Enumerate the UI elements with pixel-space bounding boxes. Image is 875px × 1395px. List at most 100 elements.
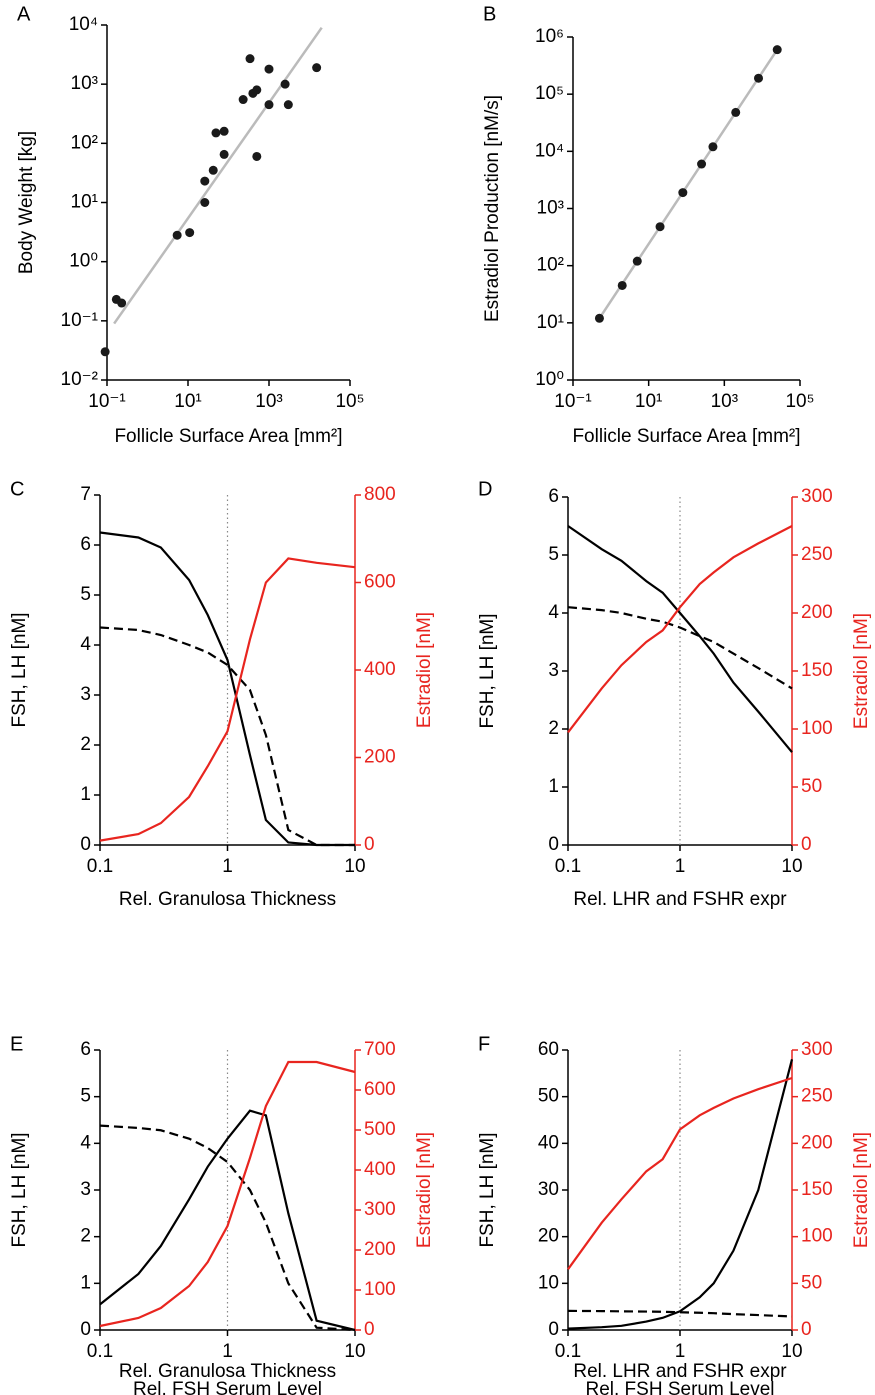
x-tick-label: 0.1 [87, 1341, 113, 1362]
y-tick-label: 10⁴ [535, 140, 564, 161]
data-point [772, 45, 782, 55]
data-point [238, 95, 248, 105]
y2-axis-label: Estradiol [nM] [414, 612, 435, 728]
data-point [200, 198, 210, 207]
y-axis-label: FSH, LH [nM] [9, 612, 30, 727]
y-tick-label: 6 [80, 534, 91, 555]
data-point [172, 230, 182, 240]
panel-letter: D [478, 478, 492, 500]
x-tick-label: 10¹ [174, 391, 201, 412]
y2-tick-label: 300 [801, 1039, 833, 1060]
data-point [678, 188, 688, 198]
data-point [632, 256, 642, 266]
y2-tick-label: 50 [801, 776, 822, 797]
y2-tick-label: 100 [801, 718, 833, 739]
x-tick-label: 10³ [255, 391, 282, 412]
series-line [567, 606, 793, 690]
y-tick-label: 6 [548, 486, 559, 507]
x-axis-label: Rel. LHR and FSHR expr [573, 1361, 787, 1382]
y2-tick-label: 0 [364, 834, 375, 855]
x-axis-label: Follicle Surface Area [mm²] [572, 426, 800, 447]
series-line [567, 525, 793, 734]
y-tick-label: 10¹ [71, 192, 98, 213]
y2-tick-label: 250 [801, 1086, 833, 1107]
x-tick-label: 10 [344, 1341, 365, 1362]
y-tick-label: 20 [538, 1226, 559, 1247]
y2-tick-label: 200 [364, 747, 396, 768]
panel-letter: B [483, 3, 496, 25]
y2-tick-label: 300 [801, 486, 833, 507]
y2-tick-label: 0 [364, 1319, 375, 1340]
y-tick-label: 2 [548, 718, 559, 739]
y-tick-label: 10⁻¹ [61, 310, 99, 331]
y-tick-label: 1 [80, 784, 91, 805]
y-tick-label: 3 [80, 1179, 91, 1200]
y2-tick-label: 600 [364, 572, 396, 593]
y2-tick-label: 200 [801, 602, 833, 623]
y2-axis-label: Estradiol [nM] [414, 1132, 435, 1248]
data-point [280, 79, 290, 89]
data-point [731, 107, 741, 117]
x-tick-label: 10¹ [635, 391, 662, 412]
y-tick-label: 7 [80, 484, 91, 505]
x-tick-label: 10 [344, 856, 365, 877]
y2-tick-label: 250 [801, 544, 833, 565]
x-tick-label: 10⁵ [785, 391, 814, 412]
panel-letter: C [10, 478, 24, 500]
y2-axis-label: Estradiol [nM] [851, 1132, 872, 1248]
data-point [264, 64, 274, 74]
y-axis-label: FSH, LH [nM] [477, 613, 498, 728]
data-point [200, 176, 210, 186]
data-point [708, 142, 718, 152]
x-tick-label: 0.1 [555, 1341, 581, 1362]
y-tick-label: 10⁵ [535, 83, 564, 104]
y-tick-label: 50 [538, 1086, 559, 1107]
series-line [567, 525, 793, 753]
y-tick-label: 6 [80, 1039, 91, 1060]
data-point [617, 280, 627, 290]
y-tick-label: 10² [71, 132, 98, 153]
series-line [99, 531, 355, 847]
data-point [252, 85, 262, 95]
y-tick-label: 10⁰ [69, 251, 98, 272]
y2-tick-label: 600 [364, 1079, 396, 1100]
y2-tick-label: 200 [364, 1239, 396, 1260]
series-line [99, 626, 355, 847]
data-point [211, 128, 221, 138]
y-tick-label: 10⁰ [535, 369, 564, 390]
y2-tick-label: 100 [801, 1226, 833, 1247]
y2-tick-label: 400 [364, 659, 396, 680]
x-axis-label: Rel. FSH Serum Level [133, 1379, 322, 1395]
series-line [567, 1059, 794, 1330]
y2-tick-label: 150 [801, 1179, 833, 1200]
y-tick-label: 3 [80, 684, 91, 705]
series-line [99, 557, 356, 842]
y-tick-label: 10¹ [537, 312, 564, 333]
y2-tick-label: 200 [801, 1132, 833, 1153]
y-tick-label: 60 [538, 1039, 559, 1060]
data-point [655, 222, 665, 232]
x-axis-label: Rel. LHR and FSHR expr [573, 889, 787, 910]
y-tick-label: 4 [548, 602, 559, 623]
data-point [219, 126, 229, 136]
y-axis-label: FSH, LH [nM] [9, 1132, 30, 1247]
y-axis-label: FSH, LH [nM] [477, 1132, 498, 1247]
y-tick-label: 4 [80, 634, 91, 655]
y2-tick-label: 500 [364, 1119, 396, 1140]
series-line [567, 1076, 793, 1270]
y2-axis-label: Estradiol [nM] [851, 613, 872, 729]
x-tick-label: 10⁻¹ [88, 391, 126, 412]
x-tick-label: 10⁻¹ [554, 391, 592, 412]
x-axis-label: Rel. Granulosa Thickness [119, 889, 336, 910]
y2-tick-label: 100 [364, 1279, 396, 1300]
y2-tick-label: 150 [801, 660, 833, 681]
y-tick-label: 4 [80, 1132, 91, 1153]
y-tick-label: 10³ [537, 198, 564, 219]
y-tick-label: 0 [80, 1319, 91, 1340]
x-tick-label: 1 [675, 856, 686, 877]
y-tick-label: 30 [538, 1179, 559, 1200]
x-axis-label: Follicle Surface Area [mm²] [114, 426, 342, 447]
y2-tick-label: 300 [364, 1199, 396, 1220]
y-tick-label: 10³ [71, 73, 98, 94]
